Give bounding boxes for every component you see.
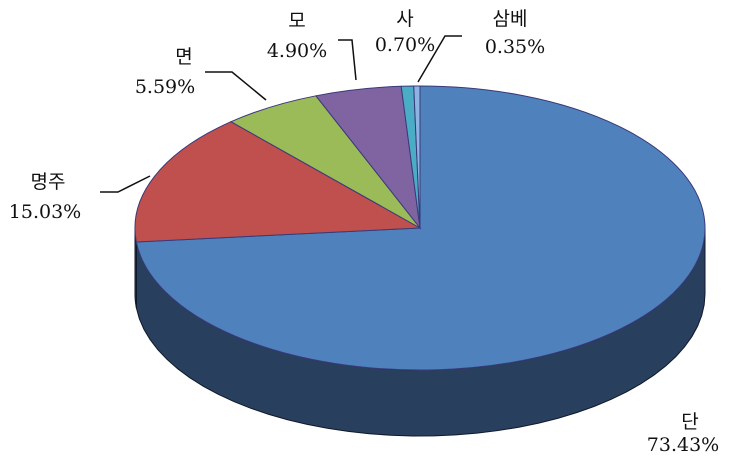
slice-label: 명주 <box>31 171 66 193</box>
slice-value-label: 5.59% <box>135 76 195 98</box>
leader-line <box>417 35 462 83</box>
leader-line <box>100 175 151 193</box>
slice-label: 모 <box>288 10 305 32</box>
slice-value-label: 0.35% <box>485 36 545 58</box>
slice-label: 면 <box>175 46 192 68</box>
leader-line <box>338 39 357 81</box>
leader-line <box>205 71 267 101</box>
slice-label: 단 <box>681 411 698 433</box>
slice-label: 삼베 <box>493 8 528 30</box>
slice-value-label: 73.43% <box>647 434 719 456</box>
slice-value-label: 0.70% <box>375 34 435 56</box>
pie-slice <box>413 85 421 229</box>
slice-value-label: 4.90% <box>267 40 327 62</box>
pie-slice <box>134 121 422 243</box>
slice-label: 사 <box>396 8 413 30</box>
slice-value-label: 15.03% <box>9 201 81 223</box>
